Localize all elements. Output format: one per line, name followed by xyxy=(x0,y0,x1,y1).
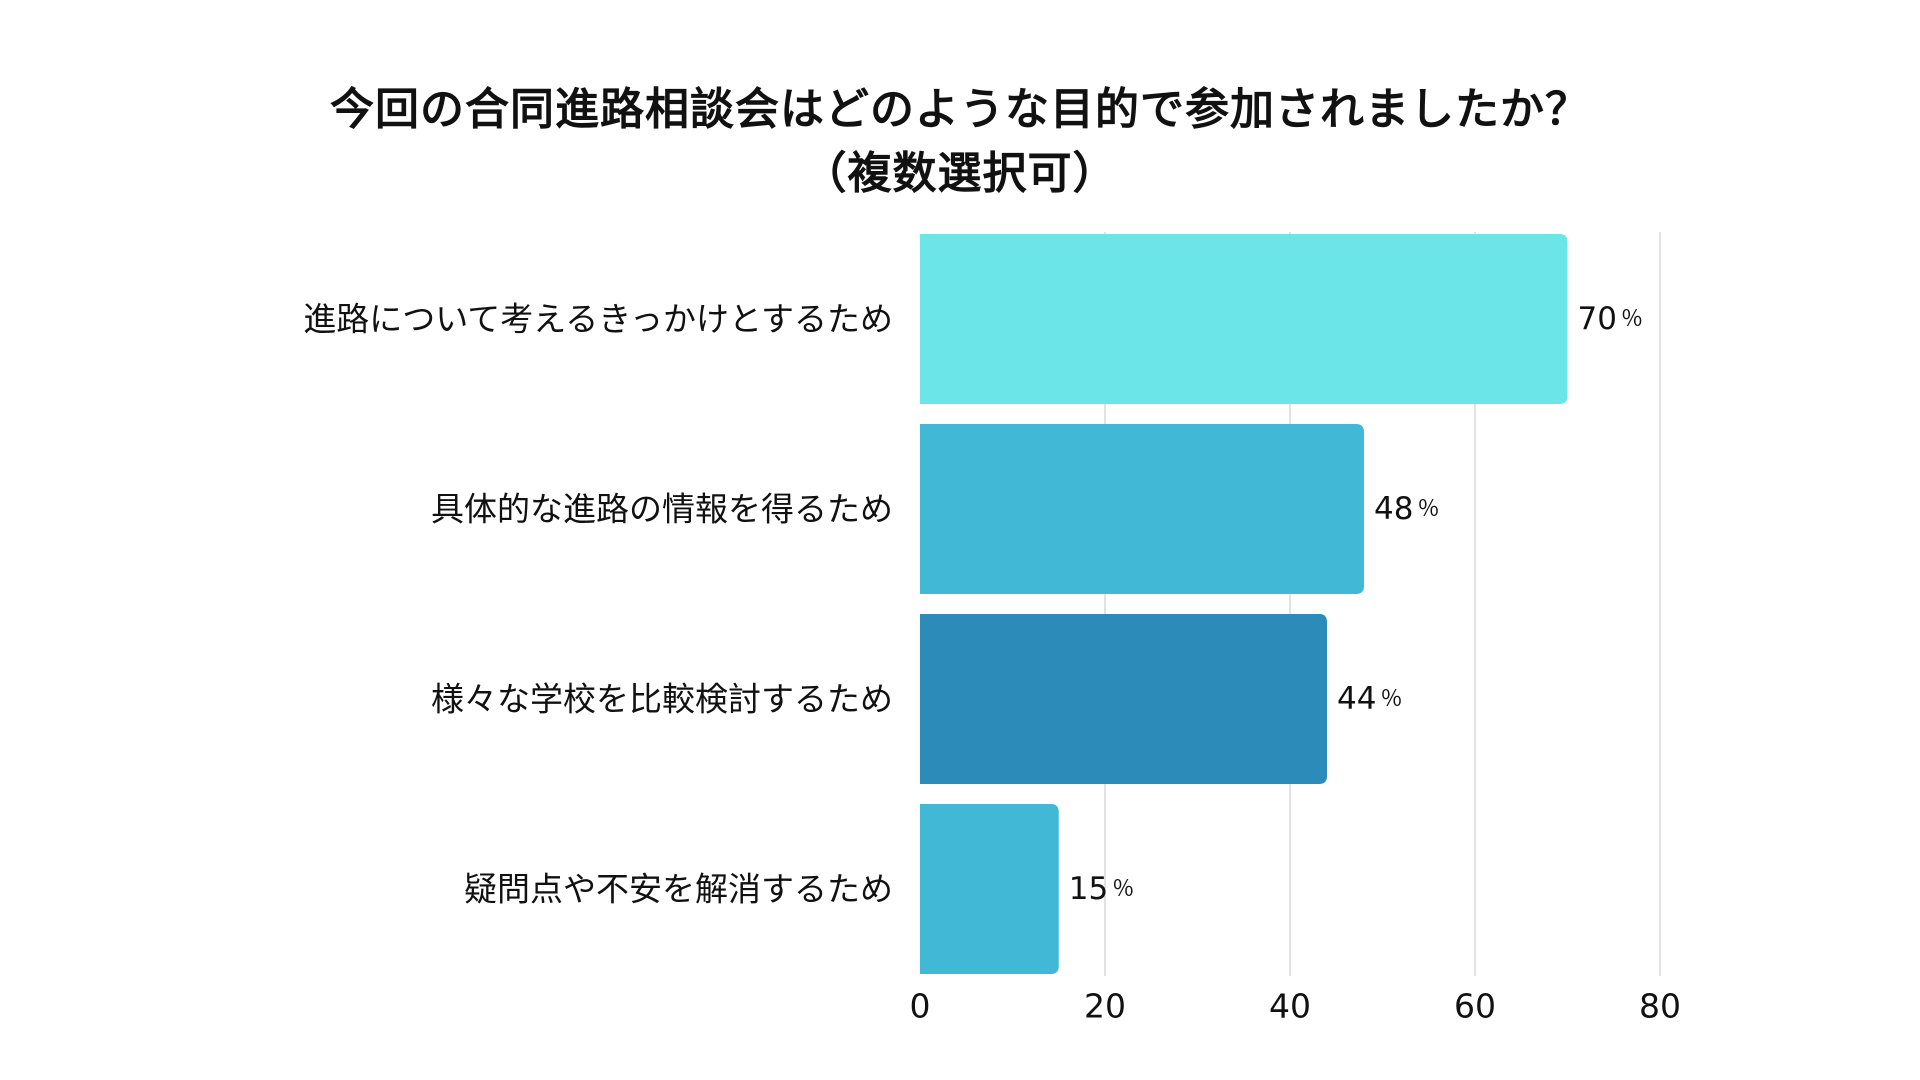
chart-title: 今回の合同進路相談会はどのような目的で参加されましたか？ （複数選択可） xyxy=(0,78,1920,206)
value-unit-4: ％ xyxy=(1112,877,1134,902)
x-tick-label-0: 0 xyxy=(910,987,931,1026)
bar-2 xyxy=(920,424,1364,594)
value-label-4: 15 ％ xyxy=(1069,871,1134,907)
bar-1 xyxy=(920,234,1568,404)
category-label-3: 様々な学校を比較検討するため xyxy=(431,680,893,719)
value-unit-3: ％ xyxy=(1380,687,1402,712)
category-label-4: 疑問点や不安を解消するため xyxy=(464,870,893,909)
bar-3 xyxy=(920,614,1327,784)
value-unit-1: ％ xyxy=(1621,307,1643,332)
value-label-2: 48 ％ xyxy=(1374,491,1439,527)
chart-title-line-1: 今回の合同進路相談会はどのような目的で参加されましたか？ xyxy=(330,84,1590,135)
category-label-2: 具体的な進路の情報を得るため xyxy=(431,490,893,529)
category-label-1: 進路について考えるきっかけとするため xyxy=(303,300,893,339)
value-number-2: 48 xyxy=(1374,491,1413,527)
value-number-1: 70 xyxy=(1578,301,1617,337)
x-tick-label-80: 80 xyxy=(1639,987,1681,1026)
value-number-4: 15 xyxy=(1069,871,1108,907)
x-tick-label-20: 20 xyxy=(1084,987,1126,1026)
value-label-3: 44 ％ xyxy=(1337,681,1402,717)
value-unit-2: ％ xyxy=(1417,497,1439,522)
value-label-1: 70 ％ xyxy=(1578,301,1643,337)
value-number-3: 44 xyxy=(1337,681,1376,717)
bar-4 xyxy=(920,804,1059,974)
chart-title-line-2: （複数選択可） xyxy=(802,148,1118,199)
x-tick-label-40: 40 xyxy=(1269,987,1311,1026)
x-tick-label-60: 60 xyxy=(1454,987,1496,1026)
